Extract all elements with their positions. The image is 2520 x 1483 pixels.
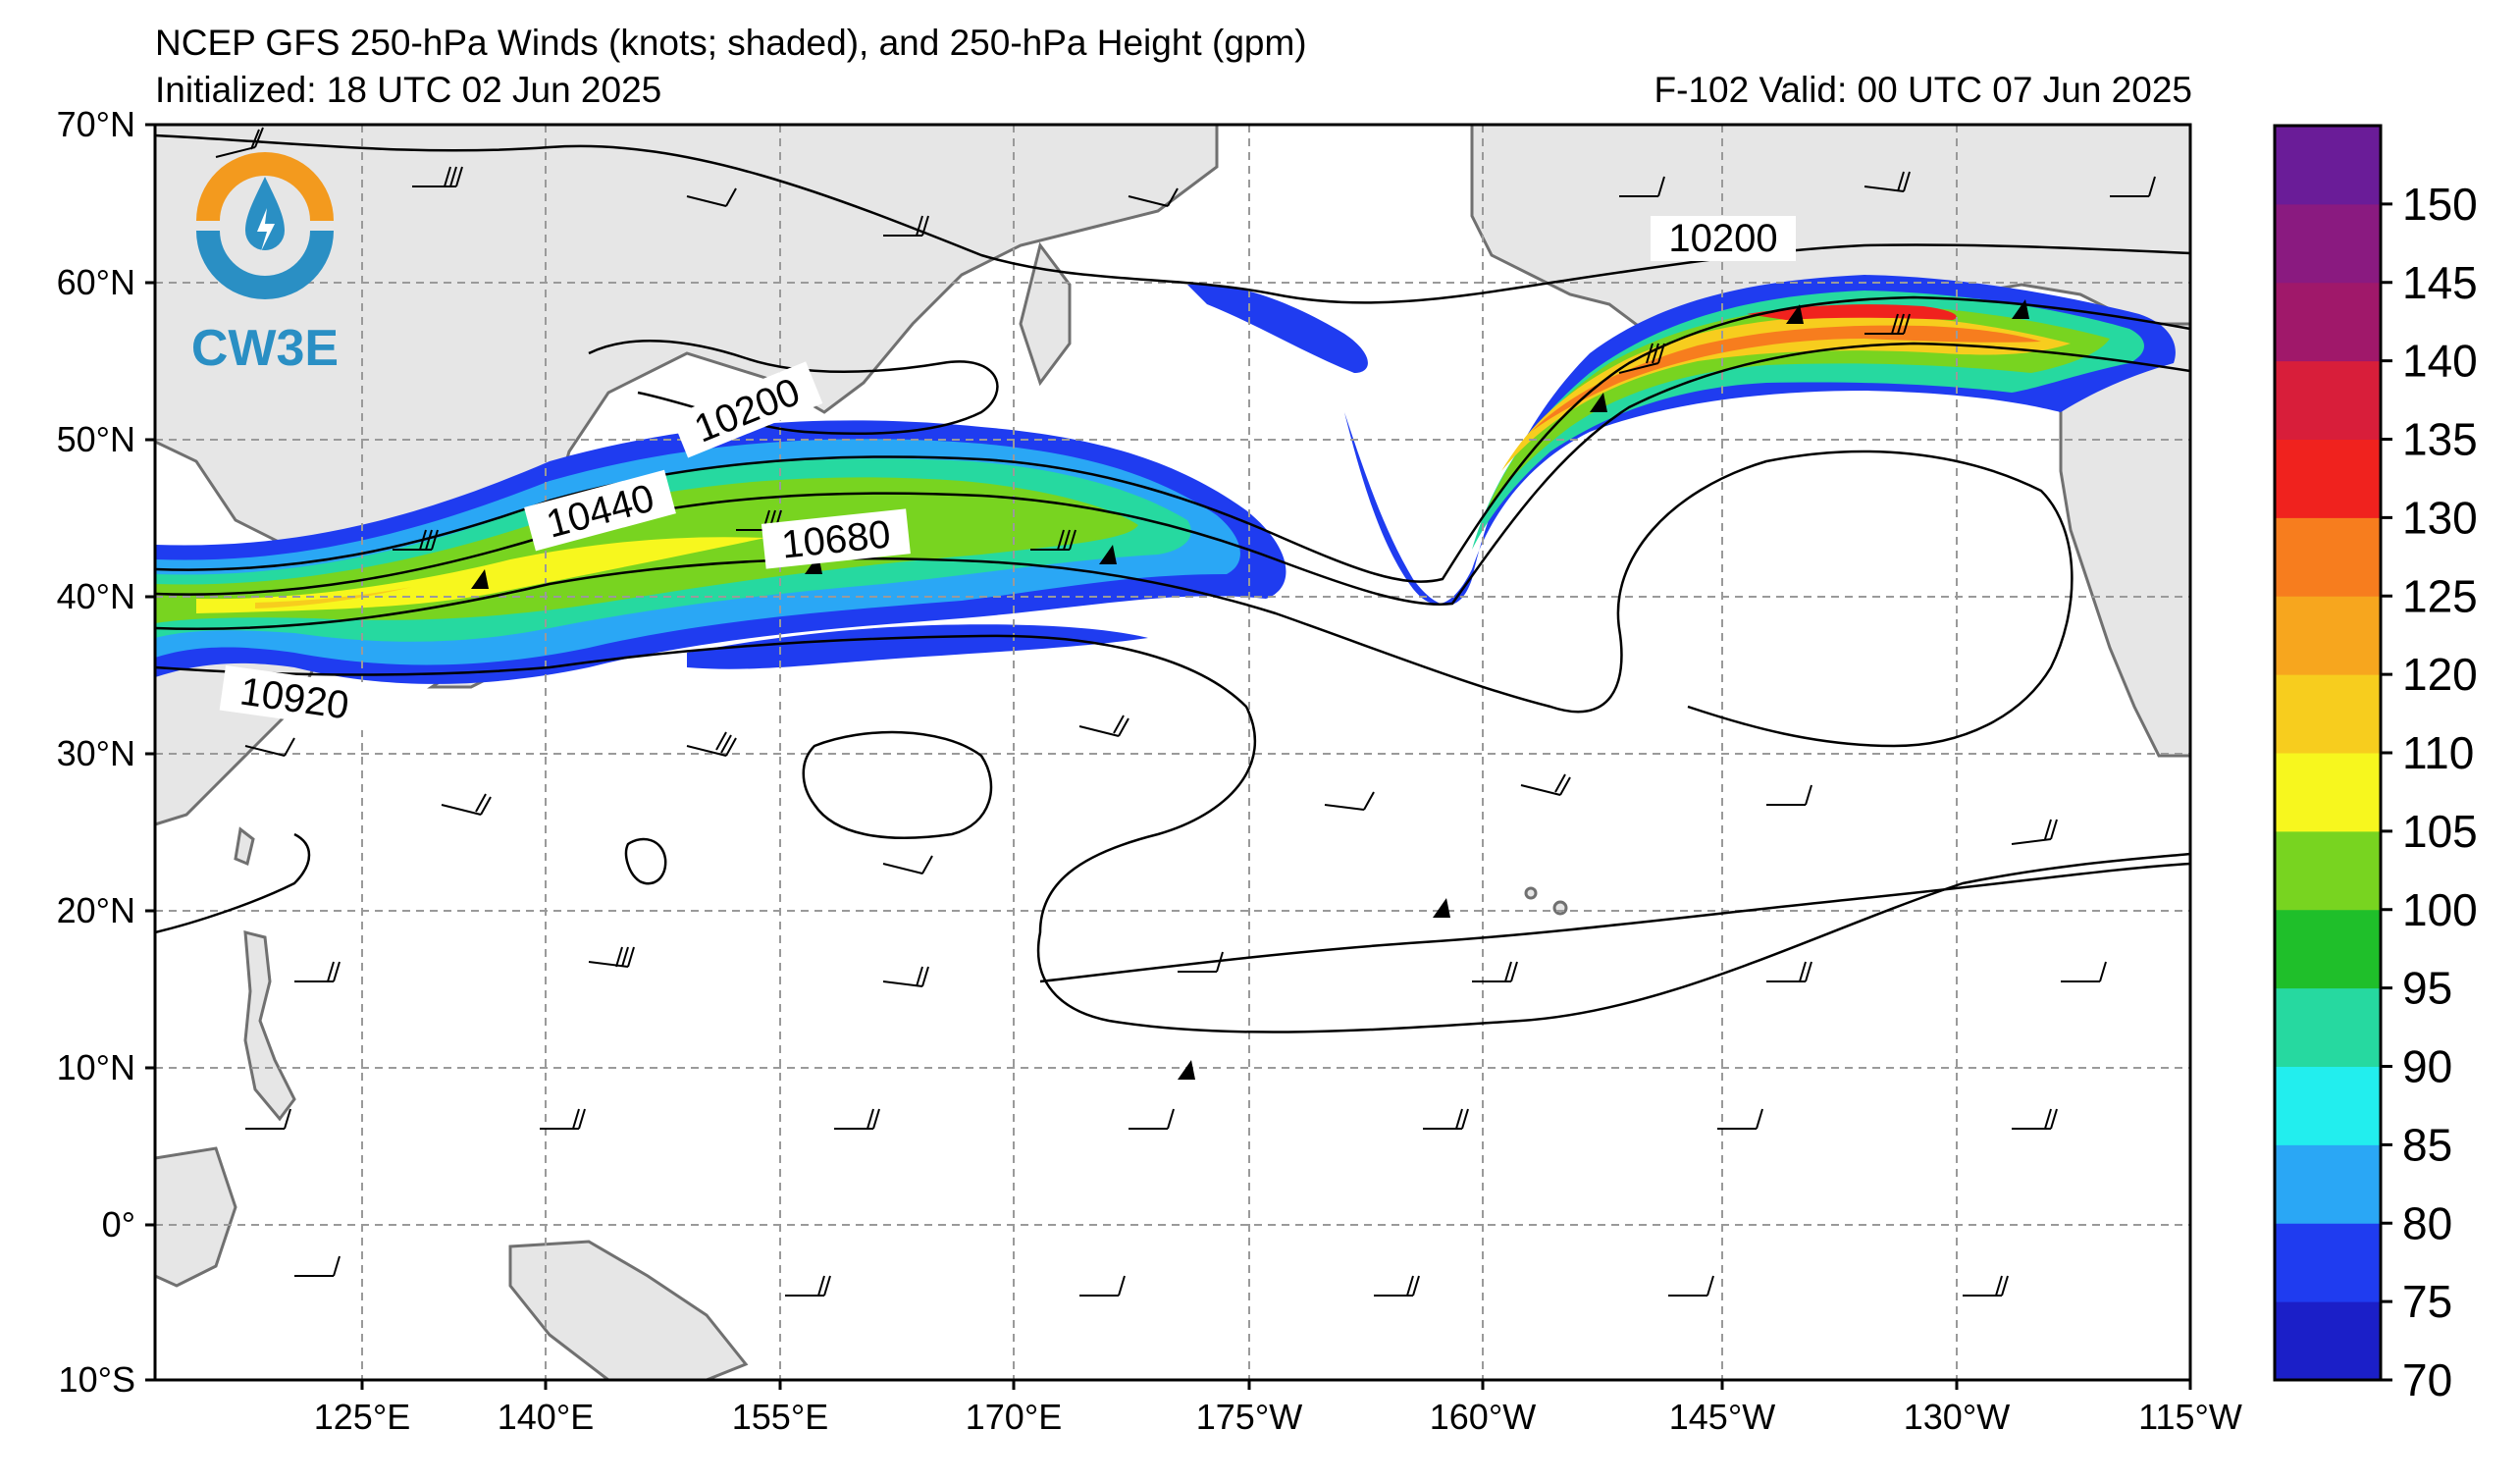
contour-label-10200-east: 10200 xyxy=(1668,217,1777,260)
colorbar-segment xyxy=(2275,203,2381,284)
colorbar-tick-label: 105 xyxy=(2402,806,2478,857)
colorbar-tick-label: 100 xyxy=(2402,884,2478,935)
colorbar-segment xyxy=(2275,987,2381,1067)
height-contours xyxy=(155,133,2190,1033)
lon-label: 140°E xyxy=(498,1397,594,1437)
colorbar-tick-label: 145 xyxy=(2402,257,2478,308)
lightning-icon xyxy=(257,208,275,251)
colorbar-tick-label: 110 xyxy=(2402,727,2474,778)
latitude-labels: 70°N 60°N 50°N 40°N 30°N 20°N 10°N 0° 10… xyxy=(57,104,135,1400)
lat-label: 20°N xyxy=(57,890,135,930)
wind-pennants xyxy=(471,299,2029,1080)
colorbar-segment xyxy=(2275,1223,2381,1302)
colorbar-tick-label: 75 xyxy=(2402,1276,2452,1327)
colorbar-tick-label: 135 xyxy=(2402,414,2478,465)
wind-barbs xyxy=(215,127,2156,1297)
lon-label: 145°W xyxy=(1669,1397,1775,1437)
colorbar-tick-label: 95 xyxy=(2402,963,2452,1014)
colorbar-segment xyxy=(2275,517,2381,597)
colorbar-segment xyxy=(2275,909,2381,989)
lat-label: 0° xyxy=(102,1204,135,1245)
axis-ticks xyxy=(145,123,2192,1390)
initialized-time: Initialized: 18 UTC 02 Jun 2025 xyxy=(155,70,662,110)
colorbar-segment xyxy=(2275,1144,2381,1224)
colorbar-tick-label: 130 xyxy=(2402,492,2478,543)
colorbar-segment xyxy=(2275,674,2381,754)
colorbar: 150 145 140 135 130 125 120 110 105 100 95 90 85 80 75… xyxy=(2273,124,2478,1405)
colorbar-ticks: 150 145 140 135 130 125 120 110 105 100 95 90 85 80 75… xyxy=(2381,179,2478,1405)
colorbar-tick-label: 90 xyxy=(2402,1041,2452,1092)
colorbar-segment xyxy=(2275,1301,2381,1381)
lon-label: 170°E xyxy=(966,1397,1062,1437)
lon-label: 115°W xyxy=(2138,1397,2242,1437)
lat-label: 60°N xyxy=(57,262,135,302)
lat-label: 10°S xyxy=(59,1359,135,1400)
colorbar-segment xyxy=(2275,360,2381,440)
colorbar-segment xyxy=(2275,753,2381,832)
colorbar-segment xyxy=(2275,1066,2381,1145)
colorbar-segment xyxy=(2275,126,2381,205)
valid-time: F-102 Valid: 00 UTC 07 Jun 2025 xyxy=(1654,70,2192,110)
colorbar-segments xyxy=(2275,126,2381,1381)
lat-label: 40°N xyxy=(57,576,135,616)
lat-label: 10°N xyxy=(57,1047,135,1087)
lat-label: 30°N xyxy=(57,733,135,773)
cw3e-logo: CW3E xyxy=(191,152,339,377)
colorbar-segment xyxy=(2275,596,2381,675)
lon-label: 175°W xyxy=(1196,1397,1302,1437)
lon-label: 160°W xyxy=(1430,1397,1536,1437)
logo-text: CW3E xyxy=(191,320,339,377)
lat-label: 70°N xyxy=(57,104,135,144)
colorbar-tick-label: 70 xyxy=(2402,1354,2452,1405)
colorbar-tick-label: 140 xyxy=(2402,336,2478,387)
colorbar-segment xyxy=(2275,830,2381,911)
colorbar-tick-label: 150 xyxy=(2402,179,2478,230)
lon-label: 125°E xyxy=(314,1397,410,1437)
colorbar-tick-label: 120 xyxy=(2402,649,2478,700)
colorbar-tick-label: 80 xyxy=(2402,1197,2452,1248)
colorbar-segment xyxy=(2275,439,2381,518)
colorbar-tick-label: 125 xyxy=(2402,570,2478,621)
longitude-labels: 125°E 140°E 155°E 170°E 175°W 160°W 145°… xyxy=(314,1397,2242,1437)
colorbar-tick-label: 85 xyxy=(2402,1119,2452,1170)
lon-label: 130°W xyxy=(1904,1397,2010,1437)
lat-label: 50°N xyxy=(57,419,135,459)
map-title: NCEP GFS 250-hPa Winds (knots; shaded), … xyxy=(155,23,1307,63)
colorbar-segment xyxy=(2275,282,2381,362)
lon-label: 155°E xyxy=(732,1397,828,1437)
